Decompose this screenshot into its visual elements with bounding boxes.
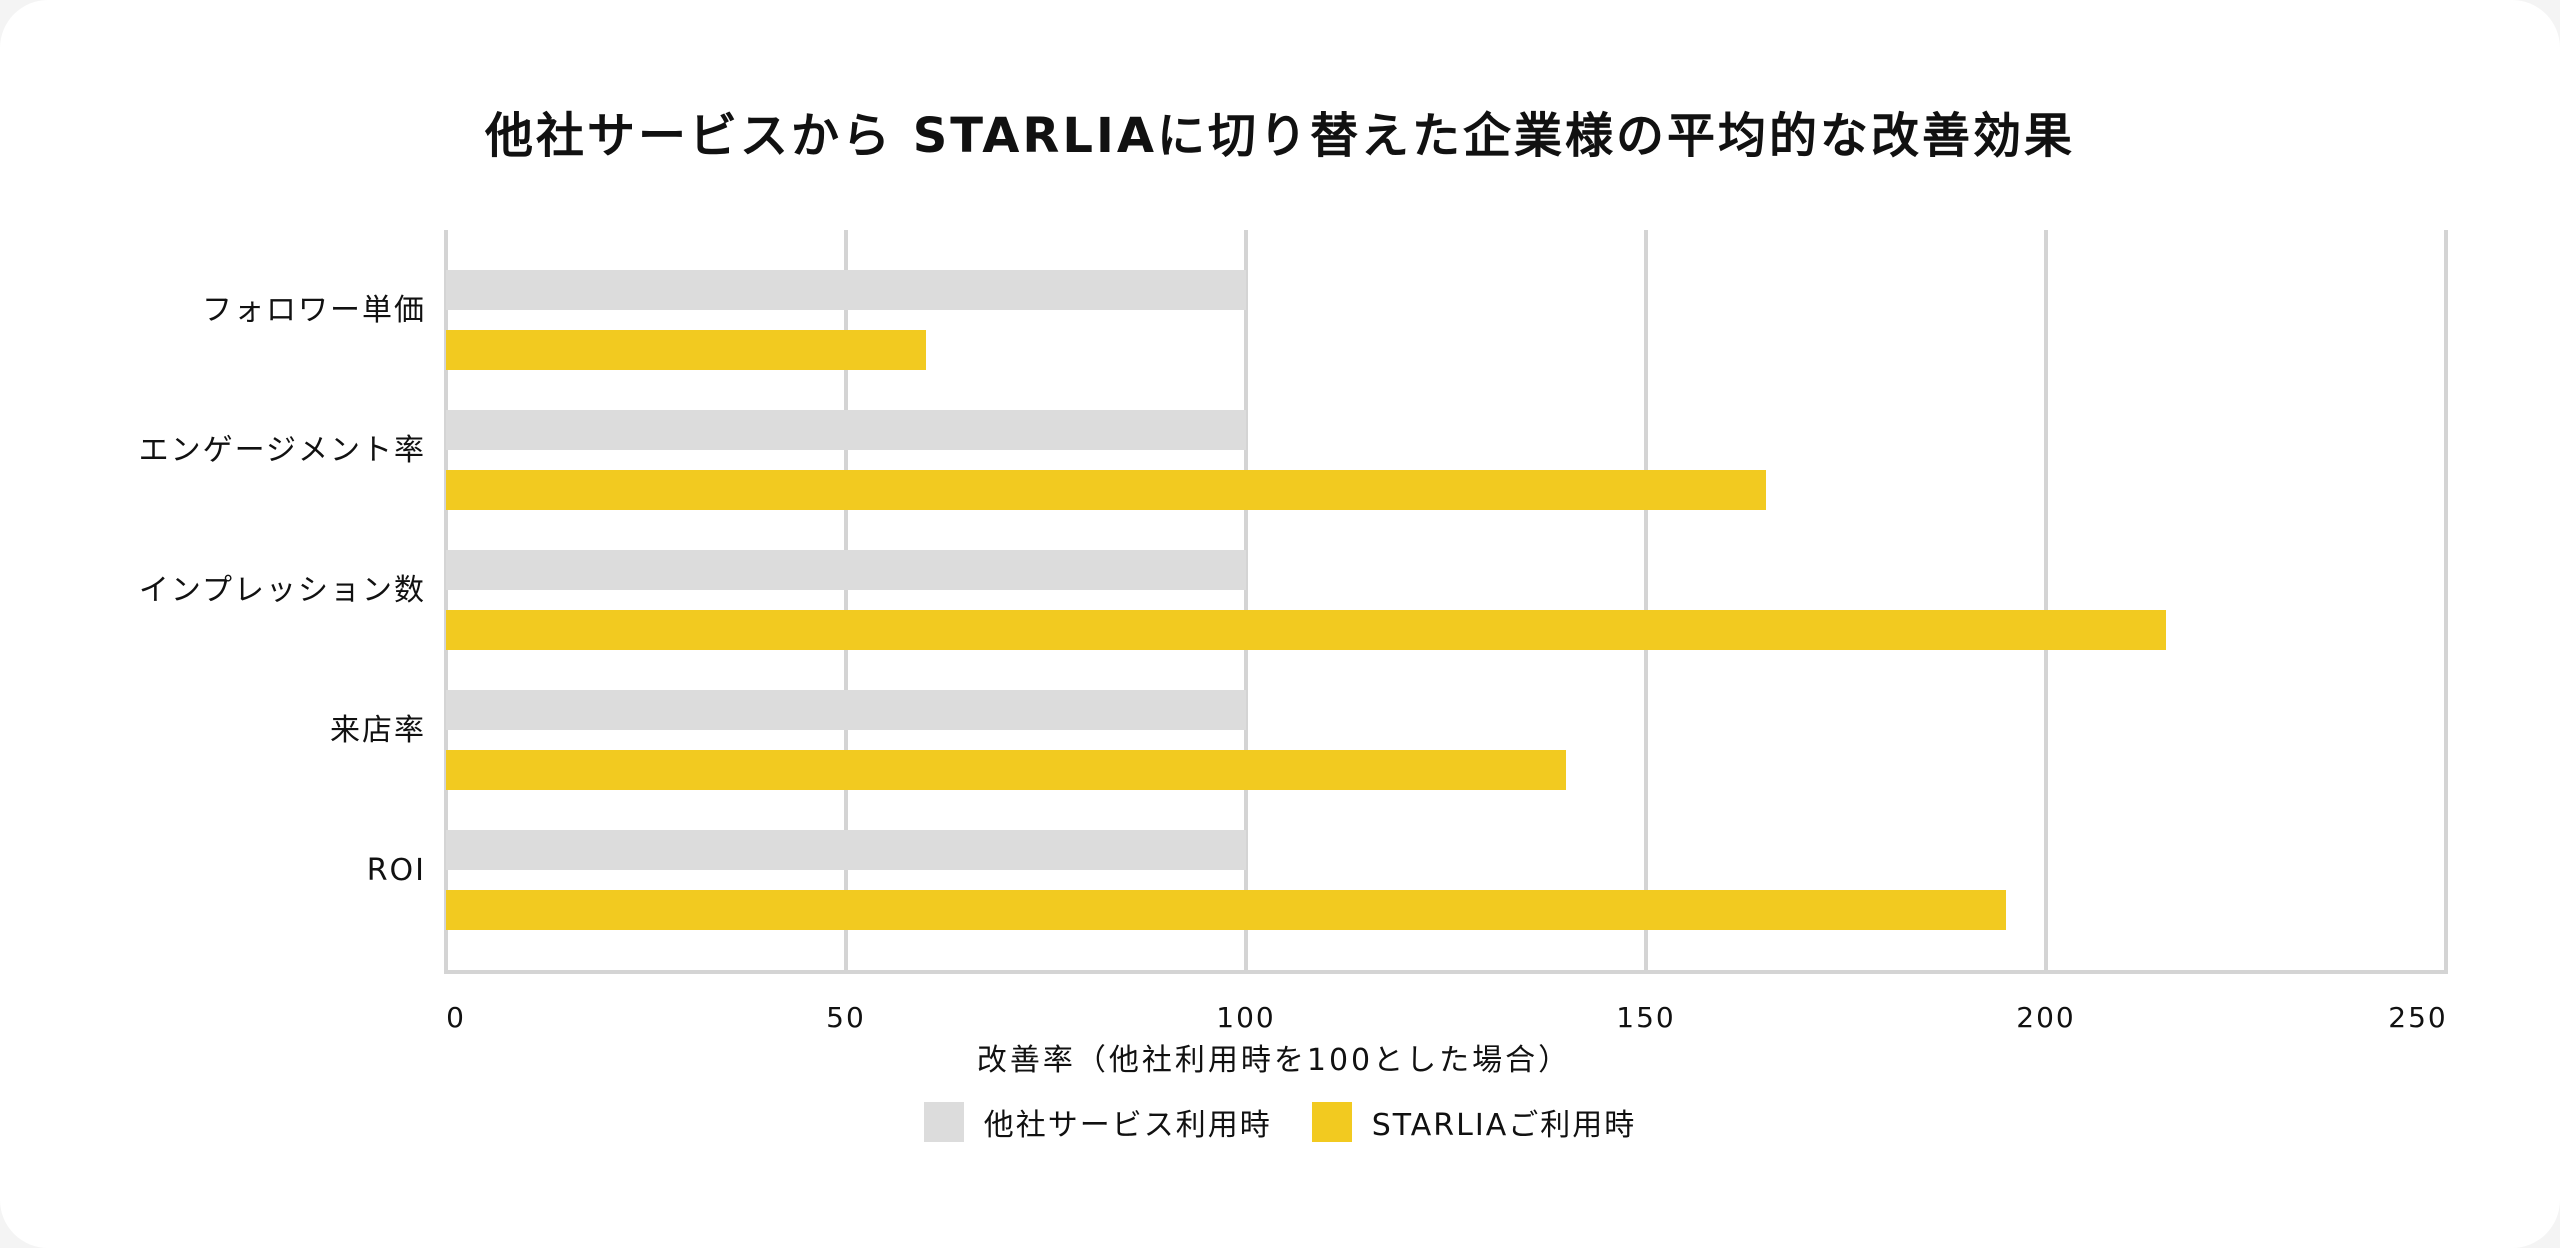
legend-item-other-service: 他社サービス利用時 — [923, 1100, 1272, 1144]
x-tick-label: 100 — [1216, 1001, 1275, 1034]
bar-other-service — [446, 410, 1246, 450]
legend-label-starlia: STARLIAご利用時 — [1371, 1108, 1637, 1143]
bar-starlia — [446, 750, 1566, 790]
y-category-label: エンゲージメント率 — [139, 433, 426, 468]
legend-label-other-service: 他社サービス利用時 — [983, 1108, 1272, 1143]
bar-other-service — [446, 830, 1246, 870]
legend: 他社サービス利用時 STARLIAご利用時 — [0, 1100, 2560, 1144]
x-tick-label: 150 — [1616, 1001, 1675, 1034]
x-axis-title: 改善率（他社利用時を100とした場合） — [977, 1043, 1571, 1078]
bar-starlia — [446, 890, 2006, 930]
x-tick-label: 200 — [2016, 1001, 2075, 1034]
bar-starlia — [446, 610, 2166, 650]
bar-other-service — [446, 550, 1246, 590]
y-category-label: ROI — [367, 853, 426, 888]
legend-swatch-starlia — [1311, 1102, 1352, 1142]
y-category-label: インプレッション数 — [139, 573, 426, 608]
y-category-label: 来店率 — [330, 713, 426, 748]
chart-title: 他社サービスから STARLIAに切り替えた企業様の平均的な改善効果 — [484, 108, 2075, 164]
x-tick-label: 0 — [446, 1001, 466, 1034]
bar-starlia — [446, 330, 926, 370]
y-category-label: フォロワー単価 — [202, 293, 426, 328]
legend-item-starlia: STARLIAご利用時 — [1311, 1100, 1637, 1144]
x-tick-label: 50 — [826, 1001, 866, 1034]
bar-other-service — [446, 690, 1246, 730]
x-tick-label: 250 — [2388, 1001, 2447, 1034]
legend-swatch-other-service — [923, 1102, 964, 1142]
bar-other-service — [446, 270, 1246, 310]
bar-starlia — [446, 470, 1766, 510]
